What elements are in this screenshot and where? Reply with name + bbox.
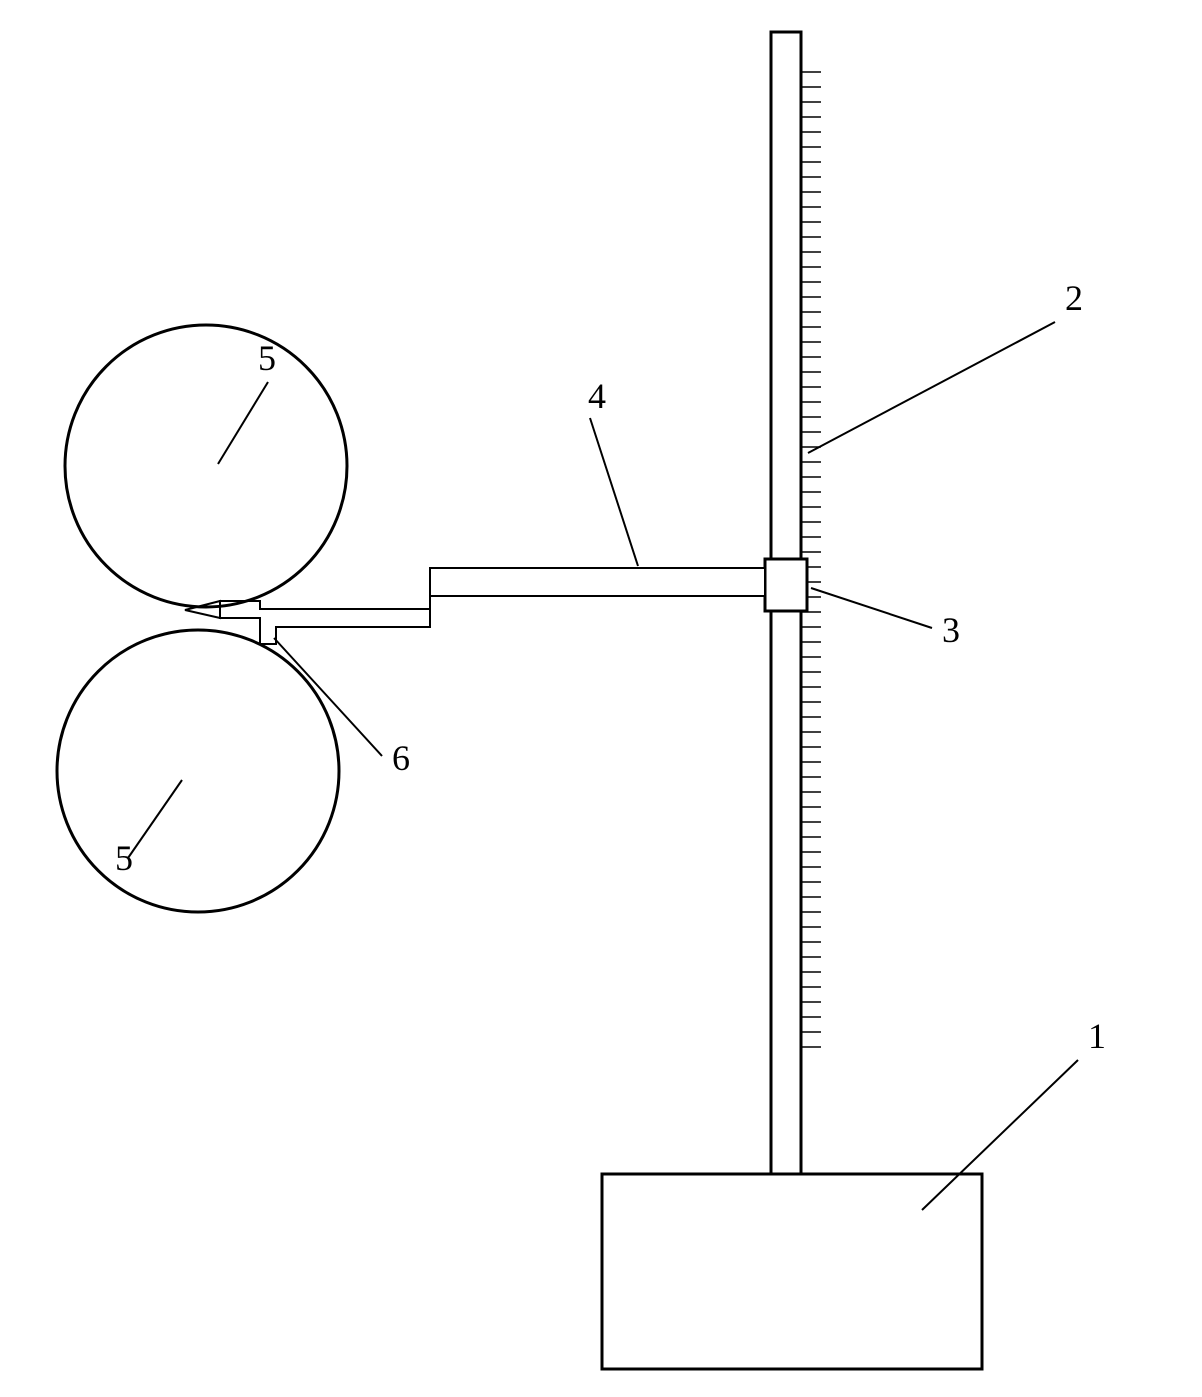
label-2: 2 xyxy=(1065,278,1083,318)
label-5b: 5 xyxy=(115,838,133,878)
slider-block xyxy=(765,559,807,611)
label-4: 4 xyxy=(588,376,606,416)
mechanical-diagram: 1 2 3 4 6 5 5 xyxy=(0,0,1202,1397)
label-6: 6 xyxy=(392,738,410,778)
label-3: 3 xyxy=(942,610,960,650)
label-1: 1 xyxy=(1088,1016,1106,1056)
label-5a: 5 xyxy=(258,338,276,378)
